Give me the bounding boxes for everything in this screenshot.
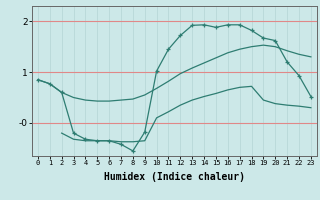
X-axis label: Humidex (Indice chaleur): Humidex (Indice chaleur) xyxy=(104,172,245,182)
